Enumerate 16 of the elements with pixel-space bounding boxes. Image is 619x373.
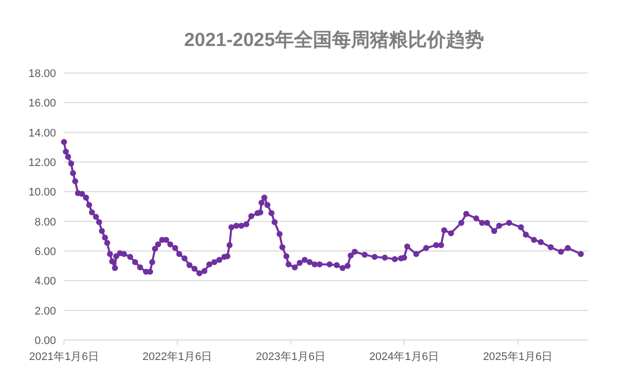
y-tick-label: 0.00	[34, 335, 56, 347]
chart-title: 2021-2025年全国每周猪粮比价趋势	[184, 29, 484, 51]
x-tick-label: 2021年1月6日	[29, 351, 99, 363]
y-tick-label: 6.00	[34, 246, 56, 258]
y-tick-label: 12.00	[28, 157, 56, 169]
y-tick-label: 8.00	[34, 216, 56, 228]
x-tick-label: 2025年1月6日	[482, 351, 553, 363]
x-tick-label: 2022年1月6日	[142, 351, 212, 363]
y-tick-label: 18.00	[28, 68, 56, 80]
x-tick-label: 2024年1月6日	[369, 351, 439, 363]
y-tick-label: 16.00	[28, 98, 56, 110]
y-tick-label: 2.00	[34, 305, 56, 318]
y-tick-label: 14.00	[28, 127, 56, 140]
y-tick-label: 10.00	[28, 186, 56, 199]
x-tick-label: 2023年1月6日	[256, 351, 326, 363]
y-tick-label: 4.00	[34, 276, 56, 288]
